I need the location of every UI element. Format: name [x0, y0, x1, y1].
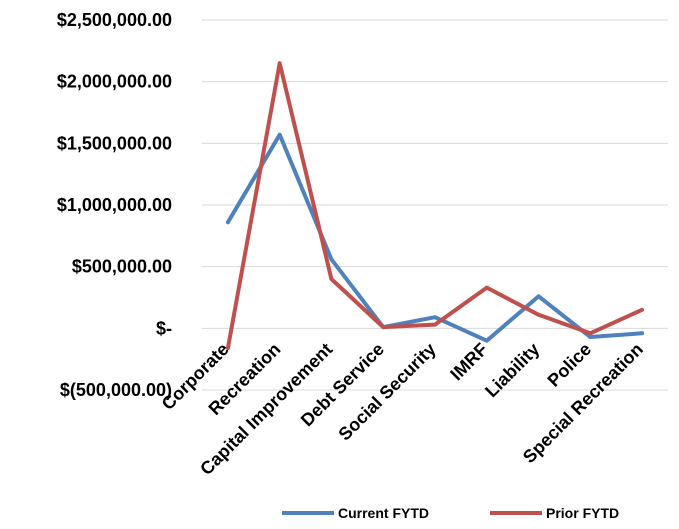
- series-line-prior-fytd: [225, 61, 645, 351]
- gridlines: [202, 19, 668, 391]
- series-line-current-fytd: [225, 132, 645, 343]
- x-category-label: Liability: [481, 339, 543, 401]
- y-tick-label: $1,500,000.00: [57, 133, 172, 153]
- series-lines: [225, 61, 645, 351]
- y-tick-label: $1,000,000.00: [57, 195, 172, 215]
- y-tick-label: $500,000.00: [72, 257, 172, 277]
- legend: Current FYTD Prior FYTD: [282, 505, 619, 521]
- x-category-label: Police: [544, 339, 596, 391]
- y-tick-label: $2,000,000.00: [57, 72, 172, 92]
- y-tick-label: $2,500,000.00: [57, 10, 172, 30]
- y-axis-tick-labels: $2,500,000.00 $2,000,000.00 $1,500,000.00 $…: [57, 10, 172, 400]
- x-category-label: IMRF: [446, 339, 491, 384]
- y-tick-label: $-: [156, 318, 172, 338]
- legend-label: Current FYTD: [338, 505, 429, 521]
- legend-label: Prior FYTD: [546, 505, 619, 521]
- y-tick-label: $(500,000.00): [60, 380, 172, 400]
- x-category-label: Social Security: [334, 339, 439, 444]
